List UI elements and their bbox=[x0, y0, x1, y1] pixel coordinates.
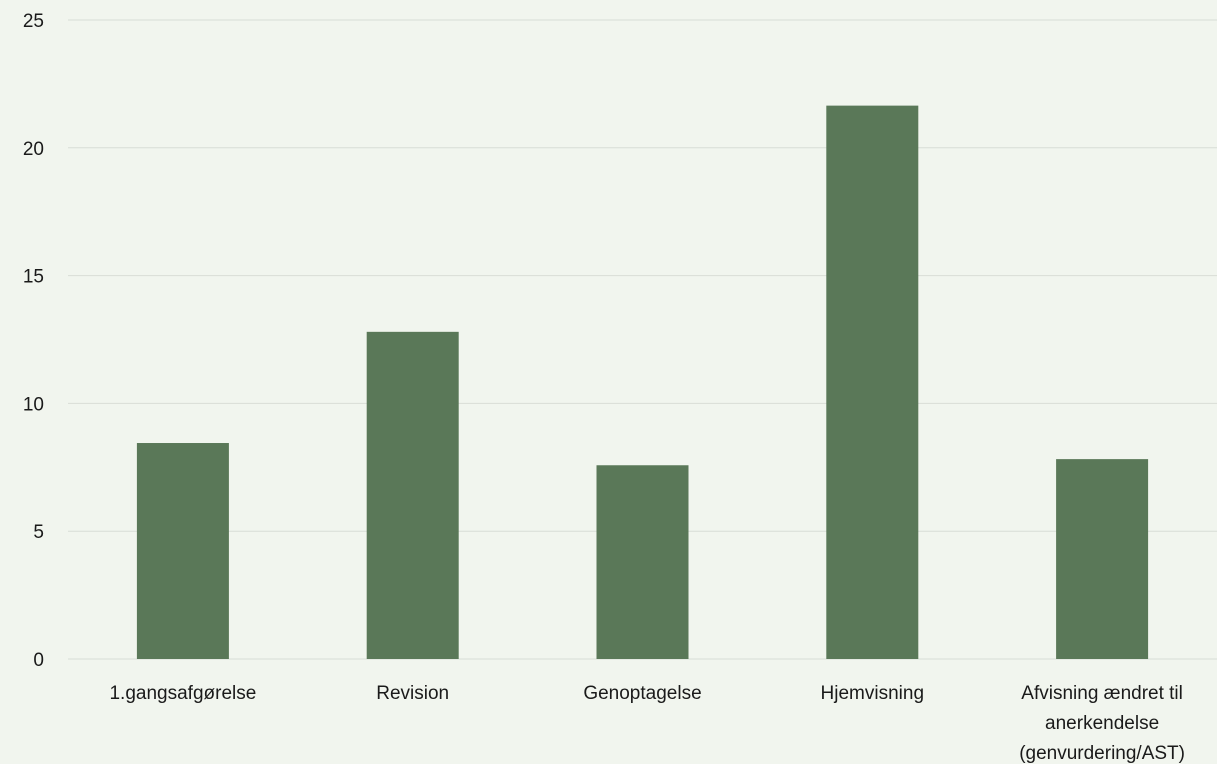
bar bbox=[1056, 459, 1149, 659]
bars bbox=[136, 105, 1149, 660]
y-axis-ticks: 0 5 10 15 20 25 bbox=[23, 11, 44, 671]
bar bbox=[366, 331, 459, 659]
x-category-label: Revision bbox=[376, 683, 449, 704]
y-tick-label: 5 bbox=[33, 522, 44, 543]
y-tick-label: 20 bbox=[23, 139, 44, 160]
x-axis-labels: 1.gangsafgørelse Revision Genoptagelse Hjem… bbox=[109, 683, 1185, 764]
x-category-label: Afvisning ændret til anerkendelse (genvurd… bbox=[1019, 683, 1185, 764]
x-category-label: 1.gangsafgørelse bbox=[109, 683, 256, 704]
y-tick-label: 10 bbox=[23, 394, 44, 415]
x-category-label: Hjemvisning bbox=[821, 683, 924, 704]
y-tick-label: 25 bbox=[23, 11, 44, 32]
bar bbox=[136, 443, 229, 659]
y-tick-label: 15 bbox=[23, 267, 44, 288]
gridlines bbox=[68, 19, 1217, 660]
bar bbox=[826, 105, 919, 660]
x-category-label: Genoptagelse bbox=[583, 683, 701, 704]
y-tick-label: 0 bbox=[33, 650, 44, 671]
bar bbox=[596, 465, 689, 659]
